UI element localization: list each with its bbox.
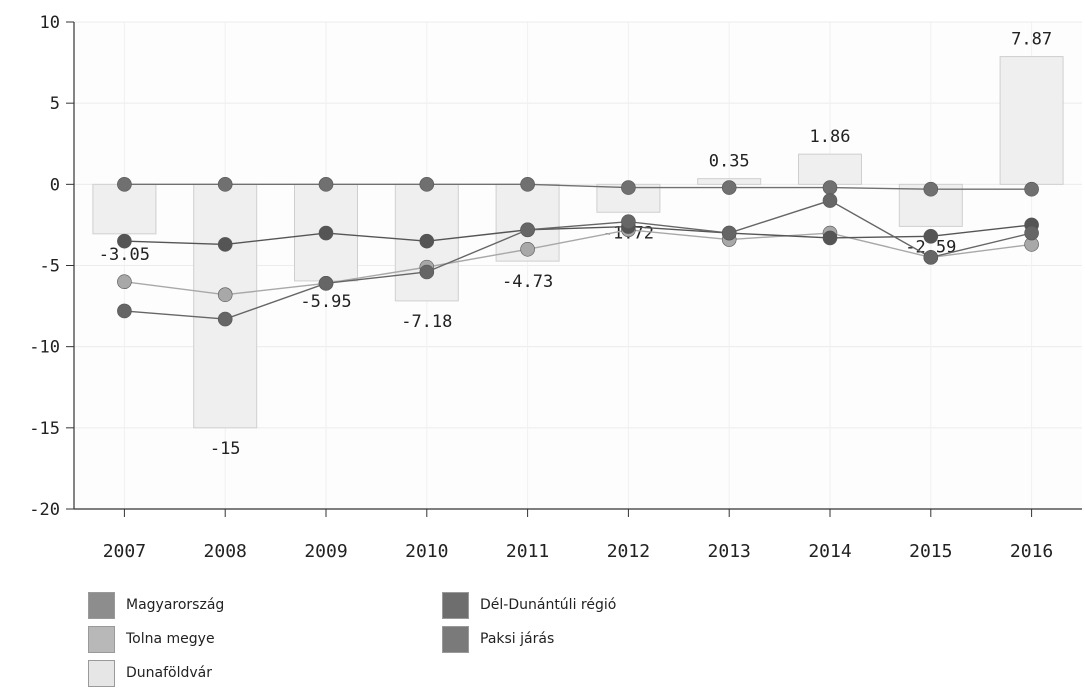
series-point xyxy=(218,312,232,326)
x-tick-label: 2014 xyxy=(808,541,851,562)
legend-label: Paksi járás xyxy=(480,631,554,647)
series-point xyxy=(924,229,938,243)
bar xyxy=(799,154,862,184)
legend-label: Dél-Dunántúli régió xyxy=(480,597,616,613)
series-point xyxy=(823,231,837,245)
legend-item-dunafoldvar[interactable]: Dunaföldvár xyxy=(88,660,212,686)
series-point xyxy=(420,177,434,191)
series-point xyxy=(218,237,232,251)
series-point xyxy=(117,304,131,318)
data-label: -7.18 xyxy=(401,312,452,332)
y-tick-label: -15 xyxy=(29,419,60,439)
legend-label: Dunaföldvár xyxy=(126,665,212,681)
legend-swatch xyxy=(88,660,115,687)
x-tick-label: 2007 xyxy=(103,541,146,562)
bar xyxy=(1000,57,1063,185)
legend-label: Magyarország xyxy=(126,597,224,613)
legend-swatch xyxy=(88,592,115,619)
x-tick-label: 2015 xyxy=(909,541,952,562)
series-point xyxy=(218,288,232,302)
legend-swatch xyxy=(88,626,115,653)
series-point xyxy=(924,250,938,264)
x-tick-label: 2012 xyxy=(607,541,650,562)
y-tick-label: 0 xyxy=(50,175,60,195)
y-tick-label: 5 xyxy=(50,94,60,114)
bar xyxy=(93,184,156,234)
x-tick-label: 2016 xyxy=(1010,541,1053,562)
chart: 1050-5-10-15-20-3.05-15-5.95-7.18-4.73-1… xyxy=(0,0,1085,590)
legend: Magyarország Tolna megye Dunaföldvár Dél… xyxy=(88,592,788,692)
series-point xyxy=(218,177,232,191)
legend-label: Tolna megye xyxy=(126,631,215,647)
series-point xyxy=(823,194,837,208)
legend-swatch xyxy=(442,592,469,619)
legend-item-magyarorszag[interactable]: Magyarország xyxy=(88,592,224,618)
x-tick-label: 2013 xyxy=(708,541,751,562)
x-tick-label: 2009 xyxy=(304,541,347,562)
series-point xyxy=(722,181,736,195)
legend-item-paksi-jaras[interactable]: Paksi járás xyxy=(442,626,554,652)
series-point xyxy=(319,276,333,290)
x-tick-label: 2010 xyxy=(405,541,448,562)
series-point xyxy=(823,181,837,195)
y-tick-label: -5 xyxy=(40,257,60,277)
series-point xyxy=(420,265,434,279)
series-point xyxy=(924,182,938,196)
series-point xyxy=(521,223,535,237)
x-tick-label: 2008 xyxy=(204,541,247,562)
series-point xyxy=(319,226,333,240)
series-point xyxy=(319,177,333,191)
data-label: 0.35 xyxy=(709,152,750,172)
bar xyxy=(194,184,257,427)
data-label: 7.87 xyxy=(1011,30,1052,50)
series-point xyxy=(420,234,434,248)
series-point xyxy=(1025,182,1039,196)
y-tick-label: -10 xyxy=(29,338,60,358)
legend-item-del-dunantuli-regio[interactable]: Dél-Dunántúli régió xyxy=(442,592,616,618)
series-point xyxy=(117,177,131,191)
series-point xyxy=(621,181,635,195)
legend-item-tolna-megye[interactable]: Tolna megye xyxy=(88,626,215,652)
legend-swatch xyxy=(442,626,469,653)
data-label: 1.86 xyxy=(810,127,851,147)
series-point xyxy=(117,275,131,289)
series-point xyxy=(621,215,635,229)
series-point xyxy=(521,177,535,191)
y-tick-label: -20 xyxy=(29,500,60,520)
x-tick-label: 2011 xyxy=(506,541,549,562)
y-tick-label: 10 xyxy=(40,13,60,33)
series-point xyxy=(722,226,736,240)
series-point xyxy=(1025,226,1039,240)
series-point xyxy=(117,234,131,248)
data-label: -5.95 xyxy=(300,292,351,312)
series-point xyxy=(521,242,535,256)
data-label: -15 xyxy=(210,439,241,459)
data-label: -4.73 xyxy=(502,272,553,292)
